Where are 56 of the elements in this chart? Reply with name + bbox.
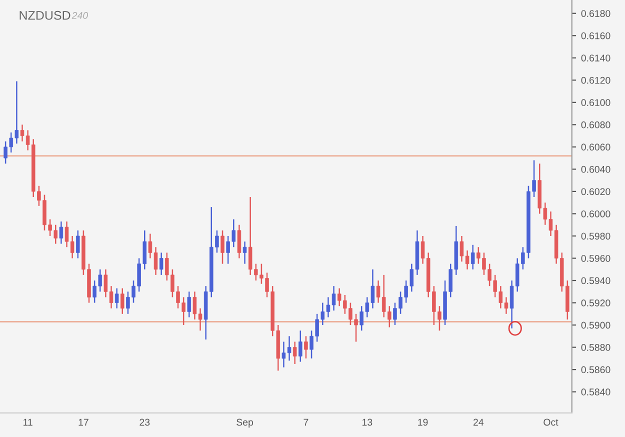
candlestick	[282, 341, 286, 368]
y-tick-label: 0.5980	[581, 232, 610, 240]
y-tick-label: 0.5860	[581, 366, 610, 374]
y-tick-label: 0.6040	[581, 166, 610, 173]
candlestick	[104, 268, 108, 298]
candlestick	[460, 235, 464, 262]
candlestick	[187, 291, 192, 318]
y-tick-label: 0.6140	[581, 54, 610, 62]
x-tick-label: 7	[304, 418, 308, 426]
x-tick-label: 24	[474, 418, 484, 426]
x-tick-label: 19	[418, 418, 428, 426]
candlestick	[465, 250, 470, 270]
y-tick-label: 0.6120	[581, 76, 610, 84]
y-tick-label: 0.5920	[581, 300, 610, 306]
y-tick-label: 0.5940	[581, 277, 610, 284]
x-tick-label: 13	[362, 418, 372, 426]
candlestick	[298, 330, 302, 362]
y-tick-label: 0.6160	[581, 32, 610, 40]
candlestick	[70, 235, 74, 259]
y-tick-label: 0.6180	[581, 10, 610, 17]
x-tick-label: Sep	[236, 418, 254, 428]
text: 240	[72, 12, 88, 19]
candlestick	[292, 341, 297, 365]
candlestick	[287, 336, 292, 362]
x-tick-label: 23	[140, 418, 150, 426]
candlestick	[114, 288, 119, 309]
candlestick	[220, 230, 224, 264]
text: NZDUSD	[20, 10, 70, 20]
candlestick	[76, 230, 80, 259]
y-tick-label: 0.5840	[581, 388, 610, 396]
candlestick	[64, 220, 69, 248]
y-tick-label: 0.5960	[581, 254, 610, 262]
x-tick-label: Oct	[544, 418, 558, 426]
candlestick	[237, 224, 242, 259]
candlestick	[198, 308, 202, 332]
candlestick	[470, 244, 475, 270]
x-tick-label: 11	[24, 418, 32, 426]
y-tick-label: 0.6080	[581, 121, 610, 128]
candlestick	[120, 288, 124, 315]
candlestick	[304, 336, 308, 360]
candlestick	[20, 124, 24, 142]
x-tick-label: 17	[78, 418, 88, 426]
candlestick	[148, 233, 152, 259]
candlestick	[109, 285, 114, 309]
y-tick-label: 0.6020	[581, 188, 610, 196]
candlestick	[159, 252, 164, 276]
candlestick	[242, 240, 247, 264]
y-tick-label: 0.5880	[581, 344, 610, 351]
candlestick	[154, 246, 158, 276]
y-tick-label: 0.6000	[581, 210, 610, 218]
y-tick-label: 0.6100	[581, 99, 610, 106]
y-tick-label: 0.6060	[581, 144, 610, 151]
candlestick	[332, 285, 336, 312]
y-tick-label: 0.5900	[581, 322, 610, 329]
candlestick	[59, 220, 64, 244]
candlestick	[192, 291, 197, 320]
